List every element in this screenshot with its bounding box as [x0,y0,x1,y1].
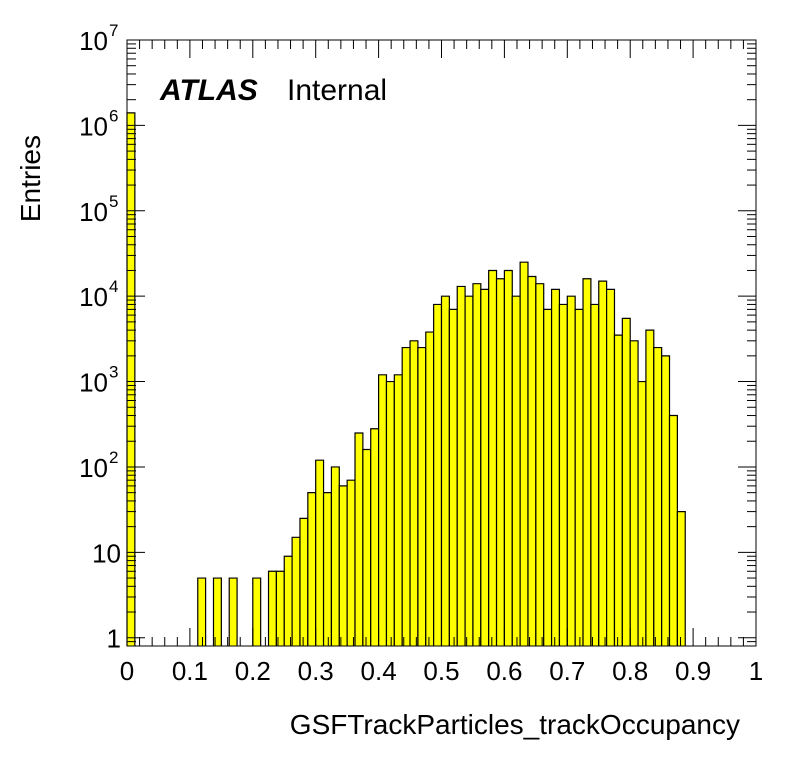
y-tick-label-exponent: 3 [109,363,118,382]
axis-ticks [126,39,757,647]
histogram-bar [590,304,599,646]
histogram-bar [551,289,560,646]
histogram-bar [370,428,379,646]
y-tick-label: 10 [79,111,108,141]
histogram-bars [126,112,686,647]
histogram-bar [504,270,513,646]
histogram-bar [433,304,442,646]
histogram-bar [638,381,646,646]
histogram-bar [394,374,403,646]
histogram-bar [559,304,568,646]
histogram-bar [347,480,356,646]
x-axis-label: GSFTrackParticles_trackOccupancy [290,709,740,740]
histogram-bar [410,340,418,646]
histogram-bar [520,262,528,646]
y-tick-label-exponent: 5 [109,192,118,211]
histogram-bar-outline [252,577,262,646]
histogram-bar [252,578,261,646]
y-tick-label: 10 [79,282,108,312]
y-axis-label: Entries [15,135,46,222]
histogram-bar [127,112,135,647]
histogram-bar [645,330,654,646]
histogram-bar [402,347,411,646]
x-tick-label: 0.7 [549,656,585,686]
histogram-bar [457,286,466,646]
y-tick-label: 10 [79,26,108,56]
experiment-label: ATLAS [159,74,258,107]
histogram-bar [197,578,206,646]
histogram-bar [386,381,395,646]
histogram-bar [488,270,497,646]
histogram-bar [567,296,576,646]
histogram-bar [323,492,332,646]
histogram-bar [315,460,324,646]
histogram-bar [653,347,662,646]
x-tick-label: 0 [120,656,134,686]
histogram-bar [229,578,238,646]
histogram-bar [268,571,277,646]
x-tick-label: 0.5 [423,656,459,686]
histogram-bar [307,492,316,646]
y-tick-label-exponent: 7 [109,21,118,40]
histogram-bar [677,511,686,646]
histogram-bar [583,278,591,646]
histogram-bar [669,415,678,646]
y-tick-label-exponent: 6 [109,106,118,125]
histogram-bar [598,281,607,646]
histogram-bar [472,283,481,646]
histogram-bar [622,318,631,646]
histogram-bar-outline [676,510,686,646]
histogram-bar [606,289,615,646]
histogram-bar [362,449,371,646]
y-tick-label: 1 [107,624,121,654]
histogram-bar [299,518,308,646]
x-tick-label: 0.6 [486,656,522,686]
histogram-bar [449,309,458,646]
histogram-bar [339,485,348,646]
histogram-bar [276,571,285,646]
y-tick-label-exponent: 2 [109,448,118,467]
histogram-bar-outline [197,577,207,646]
histogram-bar [417,347,426,646]
histogram-bar [512,296,521,646]
histogram-bar [331,466,340,646]
x-tick-label: 0.8 [612,656,648,686]
histogram-bar [355,432,363,646]
histogram-bar [480,289,489,646]
y-tick-label-exponent: 4 [109,277,118,296]
y-tick-label: 10 [79,368,108,398]
histogram-bar [465,296,473,646]
histogram-bar [535,283,544,646]
y-tick-label: 10 [92,538,121,568]
histogram-bar-outline [212,577,222,646]
x-tick-labels: 0 0.1 0.2 0.3 0.4 0.5 0.6 0.7 0.8 0.9 1 [120,656,763,686]
y-tick-label: 10 [79,197,108,227]
x-tick-label: 0.2 [235,656,271,686]
x-tick-label: 0.9 [675,656,711,686]
x-tick-label: 1 [749,656,763,686]
histogram-bar [614,335,623,646]
plot-frame [126,39,757,647]
x-tick-label: 0.1 [172,656,208,686]
histogram-bar [292,537,300,646]
histogram-bar [378,374,387,646]
x-tick-label: 0.4 [361,656,397,686]
histogram-bar [496,278,505,646]
histogram-bar [284,556,293,646]
status-label: Internal [287,74,387,107]
histogram-bar [543,309,552,646]
histogram-bar [441,296,450,646]
histogram-bar [213,578,222,646]
y-tick-label: 10 [79,453,108,483]
histogram-bar [527,276,536,646]
histogram-bar [630,340,639,646]
histogram-bar [661,355,670,646]
x-tick-label: 0.3 [298,656,334,686]
histogram-bar-outline [228,577,238,646]
histogram-bar [575,309,584,646]
histogram-bar [425,332,434,646]
